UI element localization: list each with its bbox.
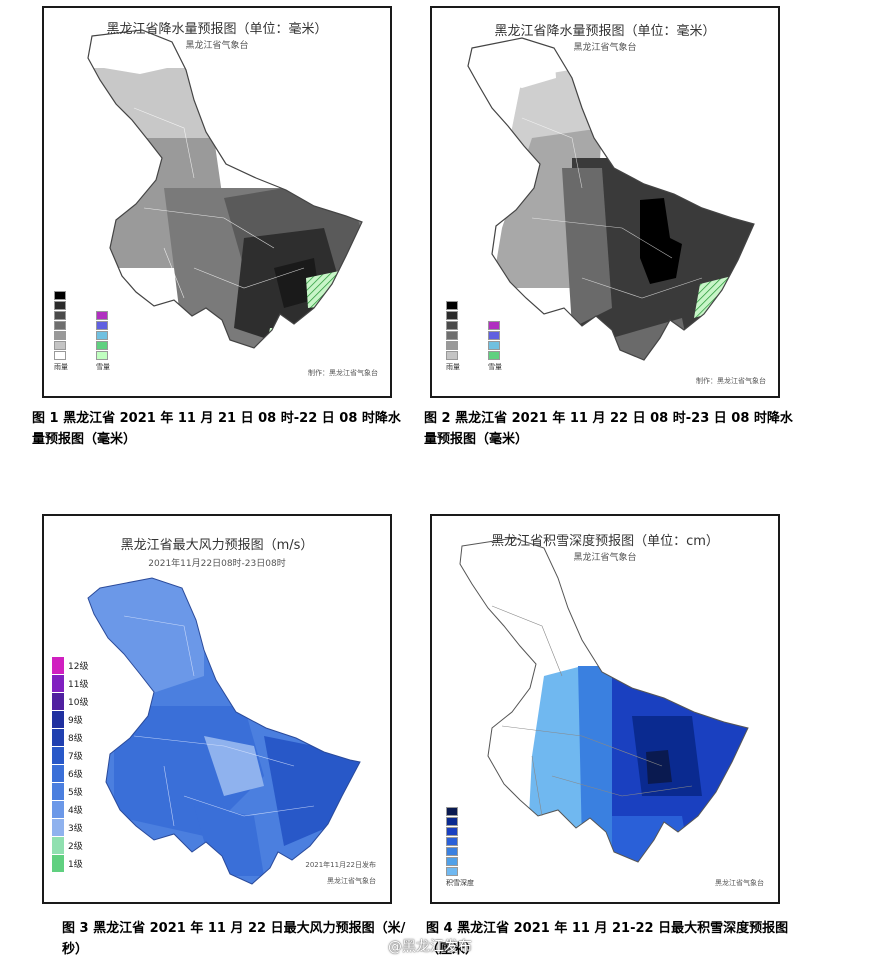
wind-legend-10: 10级 — [68, 697, 89, 708]
precip-map-1-canvas — [87, 29, 363, 349]
precip-map-1-credit: 制作：黑龙江省气象台 — [308, 369, 378, 377]
wind-map-canvas — [87, 577, 361, 885]
snow-depth-map-title: 黑龙江省积雪深度预报图（单位：cm） — [491, 534, 719, 549]
precip-map-1: 黑龙江省降水量预报图（单位：毫米） 黑龙江省气象台 雨量 雪量 制作：黑龙江省气… — [42, 6, 392, 398]
wind-legend-9: 9级 — [68, 715, 83, 726]
precip-map-2: 黑龙江省降水量预报图（单位：毫米） 黑龙江省气象台 雨量 雪量 制作：黑龙江省气… — [430, 6, 780, 398]
caption-map-1: 图 1 黑龙江省 2021 年 11 月 21 日 08 时-22 日 08 时… — [32, 411, 401, 447]
caption-map-3: 图 3 黑龙江省 2021 年 11 月 22 日最大风力预报图（米/秒） — [62, 921, 406, 957]
caption-map-4: 图 4 黑龙江省 2021 年 11 月 21-22 日最大积雪深度预报图（厘米… — [426, 921, 789, 957]
snow-depth-map-canvas — [459, 537, 749, 863]
wind-legend-11: 11级 — [68, 679, 89, 690]
snow-depth-map: 黑龙江省积雪深度预报图（单位：cm） 黑龙江省气象台 积雪深度 黑龙江省气象台 — [430, 514, 780, 904]
snow-depth-map-org: 黑龙江省气象台 — [573, 553, 637, 563]
snow-depth-map-legend: 积雪深度 — [446, 806, 474, 888]
wind-map-legend: 12级 11级 10级 9级 8级 7级 6级 5级 4级 3级 2级 1级 — [52, 656, 88, 872]
precip-map-2-regions — [468, 38, 754, 360]
precip-map-2-org: 黑龙江省气象台 — [573, 43, 637, 53]
wind-legend-2: 2级 — [68, 841, 83, 852]
precip-map-2-rain-label: 雨量 — [446, 363, 460, 371]
wind-legend-3: 3级 — [68, 823, 83, 834]
precip-map-1-snow-label: 雪量 — [96, 363, 110, 371]
wind-map: 黑龙江省最大风力预报图（m/s） 2021年11月22日08时-23日08时 1… — [42, 514, 392, 904]
wind-legend-4: 4级 — [68, 805, 83, 816]
snow-depth-map-credit: 黑龙江省气象台 — [715, 879, 764, 887]
wind-legend-7: 7级 — [68, 751, 83, 762]
wind-legend-1: 1级 — [68, 859, 83, 870]
precip-map-1-title: 黑龙江省降水量预报图（单位：毫米） — [106, 22, 328, 37]
wind-legend-8: 8级 — [68, 733, 83, 744]
snow-depth-map-regions — [460, 538, 748, 862]
precip-map-1-org: 黑龙江省气象台 — [185, 41, 249, 51]
wind-map-credit-2: 黑龙江省气象台 — [327, 877, 376, 885]
precip-map-2-title: 黑龙江省降水量预报图（单位：毫米） — [494, 24, 716, 39]
wind-legend-12: 12级 — [68, 661, 89, 672]
weibo-watermark: @黑龙江发布 — [388, 939, 472, 955]
precip-map-2-snow-label: 雪量 — [488, 363, 502, 371]
snow-depth-map-legend-label: 积雪深度 — [446, 879, 474, 887]
wind-map-credit-1: 2021年11月22日发布 — [305, 861, 376, 869]
precip-map-1-snow-legend: 雪量 — [96, 310, 111, 372]
precip-map-2-snow-legend: 雪量 — [488, 320, 503, 372]
precip-map-1-legend: 雨量 — [54, 290, 69, 372]
precip-map-1-rain-label: 雨量 — [54, 363, 68, 371]
precip-map-2-credit: 制作：黑龙江省气象台 — [696, 377, 766, 385]
wind-map-title: 黑龙江省最大风力预报图（m/s） — [120, 538, 314, 553]
caption-map-2: 图 2 黑龙江省 2021 年 11 月 22 日 08 时-23 日 08 时… — [424, 411, 793, 447]
precip-map-2-canvas — [467, 37, 755, 361]
wind-map-regions — [88, 578, 360, 884]
wind-map-subtitle: 2021年11月22日08时-23日08时 — [148, 559, 286, 569]
precip-map-2-legend: 雨量 — [446, 300, 461, 372]
wind-legend-5: 5级 — [68, 787, 83, 798]
wind-legend-6: 6级 — [68, 769, 83, 780]
